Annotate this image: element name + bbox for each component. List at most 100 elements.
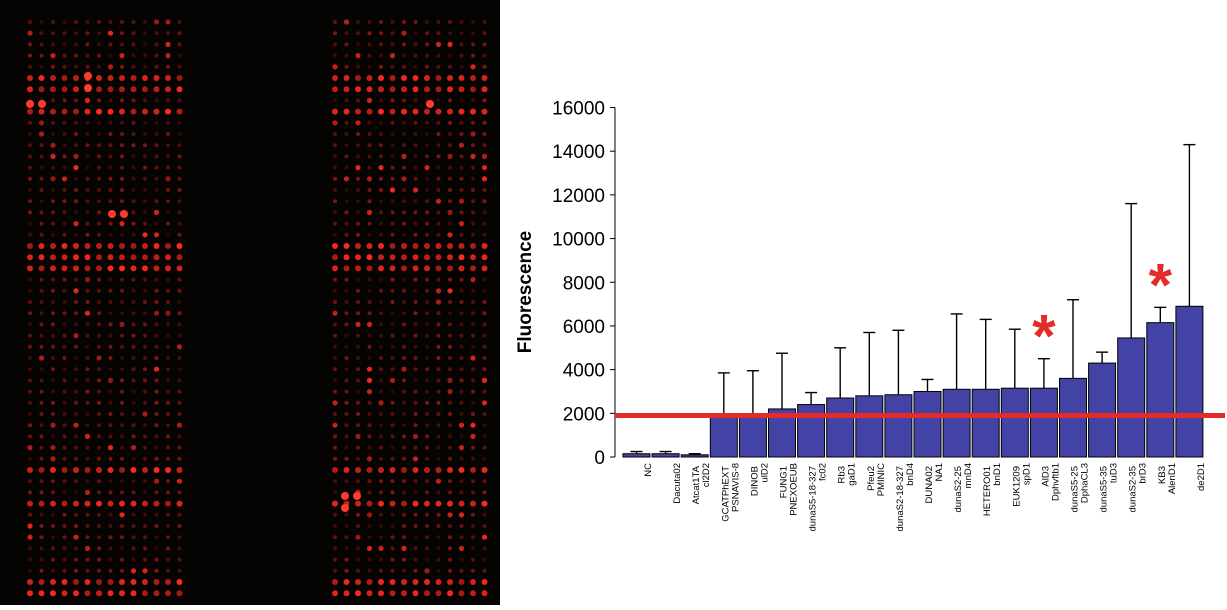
error-bars-group bbox=[630, 143, 1196, 455]
array-spot bbox=[28, 64, 32, 69]
array-spot bbox=[471, 53, 475, 58]
array-spot bbox=[366, 321, 373, 327]
array-spot bbox=[343, 590, 350, 597]
array-spot bbox=[39, 423, 44, 428]
array-spot bbox=[344, 412, 349, 416]
array-spot bbox=[39, 188, 44, 192]
array-spot bbox=[447, 209, 453, 215]
array-spot bbox=[389, 108, 396, 115]
x-tick-label: DINOB bbox=[749, 466, 760, 496]
array-spot bbox=[344, 322, 349, 327]
array-spot bbox=[355, 53, 361, 59]
array-spot bbox=[482, 143, 487, 148]
array-spot bbox=[425, 512, 429, 517]
array-spot bbox=[402, 512, 406, 517]
array-spot bbox=[448, 456, 452, 461]
array-spot bbox=[448, 31, 452, 36]
array-spot bbox=[367, 535, 372, 540]
array-spot bbox=[165, 579, 171, 585]
array-spot bbox=[367, 311, 372, 316]
array-spot bbox=[413, 64, 418, 69]
array-spot bbox=[154, 132, 159, 136]
array-spot bbox=[379, 512, 383, 517]
array-spot bbox=[96, 579, 102, 585]
array-spot bbox=[143, 445, 147, 450]
array-spot bbox=[74, 210, 78, 215]
array-spot bbox=[51, 322, 55, 327]
array-spot bbox=[367, 568, 372, 573]
array-spot bbox=[154, 412, 159, 416]
array-spot bbox=[471, 535, 475, 540]
array-spot bbox=[390, 232, 395, 237]
array-spot bbox=[344, 98, 349, 103]
array-spot bbox=[177, 154, 182, 159]
array-spot bbox=[344, 434, 349, 439]
array-spot bbox=[73, 500, 79, 507]
array-spot bbox=[459, 322, 464, 327]
array-spot bbox=[379, 300, 383, 304]
array-spot bbox=[27, 590, 33, 597]
array-spot bbox=[471, 400, 475, 405]
array-spot bbox=[27, 534, 33, 540]
array-spot bbox=[39, 232, 44, 237]
array-spot bbox=[74, 512, 78, 517]
array-spot bbox=[97, 64, 101, 69]
array-spot bbox=[424, 254, 430, 261]
array-spot bbox=[85, 300, 90, 304]
array-spot bbox=[74, 300, 78, 304]
array-spot bbox=[448, 524, 452, 528]
array-spot bbox=[85, 20, 90, 24]
array-spot bbox=[413, 31, 418, 36]
array-spot bbox=[50, 142, 56, 148]
array-spot bbox=[166, 568, 170, 573]
array-spot bbox=[425, 490, 429, 495]
array-spot bbox=[62, 400, 67, 405]
array-spot bbox=[166, 154, 170, 159]
array-spot bbox=[74, 53, 78, 58]
array-spot bbox=[471, 31, 475, 36]
array-spot bbox=[107, 254, 114, 261]
array-spot bbox=[436, 210, 441, 215]
array-spot bbox=[379, 378, 383, 383]
array-spot bbox=[425, 479, 429, 484]
array-spot bbox=[62, 311, 67, 316]
array-spot bbox=[379, 277, 383, 282]
array-spot bbox=[448, 64, 452, 69]
array-spot bbox=[448, 423, 452, 428]
array-spot bbox=[165, 86, 171, 93]
array-spot bbox=[471, 568, 475, 573]
array-spot bbox=[108, 311, 113, 316]
array-spot bbox=[333, 143, 337, 148]
array-spot bbox=[62, 367, 67, 372]
array-spot bbox=[344, 31, 349, 36]
array-spot bbox=[51, 20, 55, 24]
array-spot bbox=[62, 120, 67, 125]
array-spot bbox=[482, 412, 487, 416]
array-spot bbox=[130, 568, 137, 574]
array-spot bbox=[165, 310, 171, 316]
array-spot bbox=[154, 120, 159, 125]
array-spot bbox=[333, 154, 337, 159]
array-spot bbox=[436, 412, 441, 416]
array-spot bbox=[74, 31, 78, 36]
array-spot bbox=[28, 300, 32, 304]
bright-spot bbox=[38, 100, 46, 108]
array-spot bbox=[38, 355, 45, 361]
array-spot bbox=[177, 53, 182, 58]
array-spot bbox=[436, 535, 441, 540]
array-spot bbox=[39, 20, 44, 24]
array-spot bbox=[176, 75, 183, 81]
array-spot bbox=[61, 75, 68, 81]
array-spot bbox=[131, 557, 136, 562]
array-spot bbox=[131, 333, 136, 338]
array-spot bbox=[458, 512, 465, 518]
array-spot bbox=[74, 557, 78, 562]
array-spot bbox=[50, 153, 56, 159]
array-spot bbox=[153, 478, 160, 484]
array-spot bbox=[471, 143, 475, 148]
array-spot bbox=[367, 120, 372, 125]
array-spot bbox=[74, 232, 78, 237]
array-spot bbox=[436, 221, 441, 226]
array-spot bbox=[108, 221, 113, 226]
array-spot bbox=[333, 535, 337, 540]
